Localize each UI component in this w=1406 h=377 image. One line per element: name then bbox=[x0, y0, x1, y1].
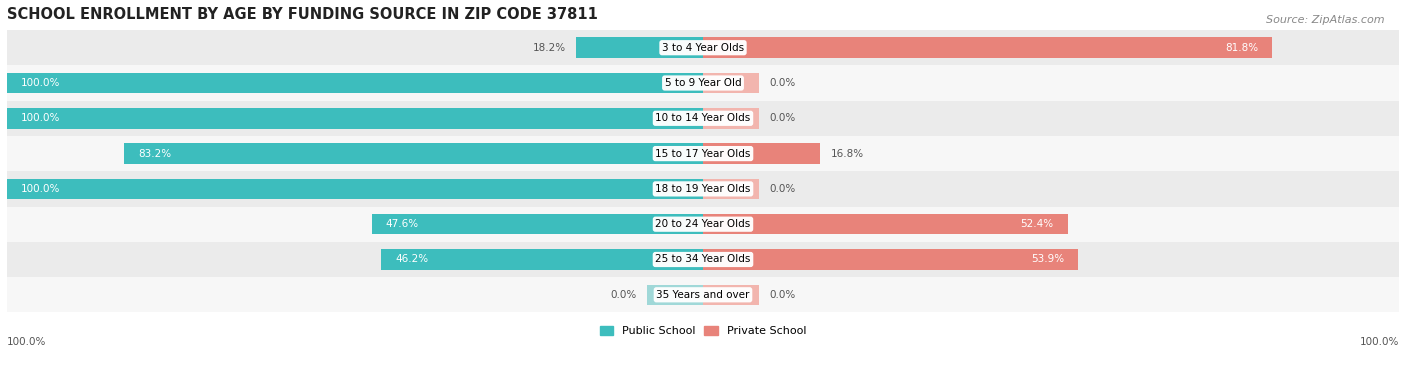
Text: 100.0%: 100.0% bbox=[21, 113, 60, 123]
Bar bbox=[703, 37, 1272, 58]
Text: 20 to 24 Year Olds: 20 to 24 Year Olds bbox=[655, 219, 751, 229]
Text: 0.0%: 0.0% bbox=[769, 290, 796, 300]
Text: 52.4%: 52.4% bbox=[1021, 219, 1054, 229]
Bar bbox=[7, 30, 1399, 65]
Legend: Public School, Private School: Public School, Private School bbox=[595, 321, 811, 341]
Bar bbox=[7, 179, 703, 199]
Text: 0.0%: 0.0% bbox=[610, 290, 637, 300]
Bar bbox=[703, 108, 759, 129]
Text: 3 to 4 Year Olds: 3 to 4 Year Olds bbox=[662, 43, 744, 53]
Text: 18 to 19 Year Olds: 18 to 19 Year Olds bbox=[655, 184, 751, 194]
Bar bbox=[371, 214, 703, 234]
Bar bbox=[381, 249, 703, 270]
Text: 10 to 14 Year Olds: 10 to 14 Year Olds bbox=[655, 113, 751, 123]
Text: Source: ZipAtlas.com: Source: ZipAtlas.com bbox=[1267, 15, 1385, 25]
Text: 46.2%: 46.2% bbox=[395, 254, 429, 265]
Text: 18.2%: 18.2% bbox=[533, 43, 565, 53]
Text: 25 to 34 Year Olds: 25 to 34 Year Olds bbox=[655, 254, 751, 265]
Bar bbox=[7, 108, 703, 129]
Bar bbox=[703, 249, 1078, 270]
Bar bbox=[7, 73, 703, 93]
Text: SCHOOL ENROLLMENT BY AGE BY FUNDING SOURCE IN ZIP CODE 37811: SCHOOL ENROLLMENT BY AGE BY FUNDING SOUR… bbox=[7, 7, 598, 22]
Bar bbox=[703, 214, 1067, 234]
Text: 5 to 9 Year Old: 5 to 9 Year Old bbox=[665, 78, 741, 88]
Bar bbox=[7, 242, 1399, 277]
Text: 100.0%: 100.0% bbox=[21, 184, 60, 194]
Bar bbox=[703, 179, 759, 199]
Text: 100.0%: 100.0% bbox=[1360, 337, 1399, 348]
Bar bbox=[7, 277, 1399, 313]
Bar bbox=[576, 37, 703, 58]
Bar bbox=[647, 285, 703, 305]
Bar bbox=[7, 171, 1399, 207]
Text: 100.0%: 100.0% bbox=[21, 78, 60, 88]
Text: 0.0%: 0.0% bbox=[769, 78, 796, 88]
Bar bbox=[7, 65, 1399, 101]
Text: 0.0%: 0.0% bbox=[769, 184, 796, 194]
Text: 0.0%: 0.0% bbox=[769, 113, 796, 123]
Bar bbox=[7, 207, 1399, 242]
Bar bbox=[7, 101, 1399, 136]
Text: 83.2%: 83.2% bbox=[138, 149, 172, 159]
Text: 35 Years and over: 35 Years and over bbox=[657, 290, 749, 300]
Bar bbox=[703, 143, 820, 164]
Bar bbox=[703, 285, 759, 305]
Bar bbox=[703, 73, 759, 93]
Bar bbox=[124, 143, 703, 164]
Text: 16.8%: 16.8% bbox=[831, 149, 863, 159]
Text: 100.0%: 100.0% bbox=[7, 337, 46, 348]
Text: 15 to 17 Year Olds: 15 to 17 Year Olds bbox=[655, 149, 751, 159]
Text: 81.8%: 81.8% bbox=[1225, 43, 1258, 53]
Text: 53.9%: 53.9% bbox=[1031, 254, 1064, 265]
Bar bbox=[7, 136, 1399, 171]
Text: 47.6%: 47.6% bbox=[385, 219, 419, 229]
